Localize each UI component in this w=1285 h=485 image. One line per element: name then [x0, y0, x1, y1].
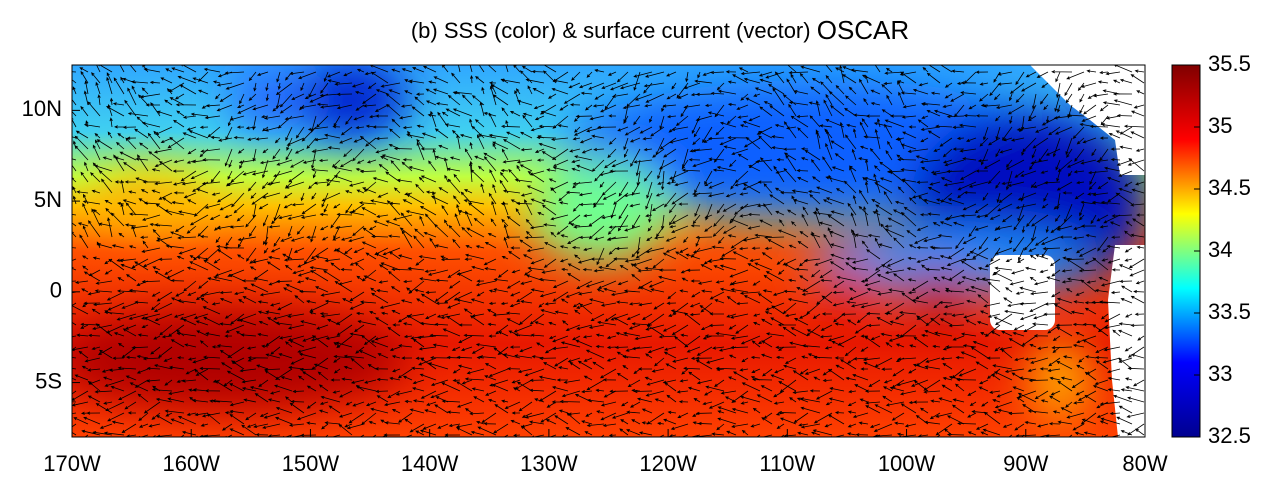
x-tick-label: 160W [162, 451, 220, 476]
x-tick-label: 170W [43, 451, 101, 476]
sss-field [50, 58, 1150, 445]
y-tick-label: 5N [34, 187, 62, 212]
x-tick-label: 90W [1003, 451, 1048, 476]
colorbar-tick-label: 35 [1208, 113, 1232, 138]
x-tick-label: 80W [1122, 451, 1167, 476]
x-tick-label: 100W [878, 451, 936, 476]
colorbar-tick-label: 34.5 [1208, 175, 1251, 200]
x-tick-label: 120W [639, 451, 697, 476]
colorbar-tick-label: 35.5 [1208, 51, 1251, 76]
y-tick-label: 0 [50, 278, 62, 303]
chart-title: (b) SSS (color) & surface current (vecto… [411, 15, 909, 45]
x-tick-label: 110W [759, 451, 815, 476]
x-tick-label: 150W [282, 451, 340, 476]
x-tick-label: 130W [520, 451, 578, 476]
x-tick-label: 140W [401, 451, 459, 476]
colorbar-tick-label: 32.5 [1208, 423, 1251, 448]
colorbar-tick-label: 33.5 [1208, 299, 1251, 324]
colorbar-tick-label: 33 [1208, 361, 1232, 386]
y-tick-label: 5S [35, 368, 62, 393]
title-main: (b) SSS (color) & surface current (vecto… [411, 18, 811, 43]
y-tick-label: 10N [22, 96, 62, 121]
colorbar-tick-label: 34 [1208, 237, 1232, 262]
title-dataset: OSCAR [817, 15, 909, 45]
